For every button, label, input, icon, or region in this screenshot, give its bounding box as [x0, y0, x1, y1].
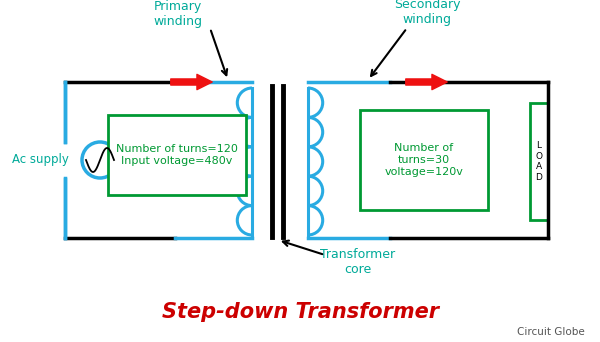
Text: Number of turns=120
Input voltage=480v: Number of turns=120 Input voltage=480v [116, 144, 238, 166]
Text: Ac supply: Ac supply [12, 154, 69, 167]
Text: Number of
turns=30
voltage=120v: Number of turns=30 voltage=120v [385, 143, 463, 176]
Text: L
O
A
D: L O A D [536, 141, 542, 182]
Text: Step-down Transformer: Step-down Transformer [161, 302, 439, 322]
Text: Circuit Globe: Circuit Globe [517, 327, 585, 337]
Text: Transformer
core: Transformer core [320, 248, 395, 276]
Bar [530, 103, 548, 220]
Bar [108, 115, 246, 195]
Text: Primary
winding: Primary winding [154, 0, 203, 28]
Text: Secondary
winding: Secondary winding [394, 0, 460, 26]
Bar [360, 110, 488, 210]
